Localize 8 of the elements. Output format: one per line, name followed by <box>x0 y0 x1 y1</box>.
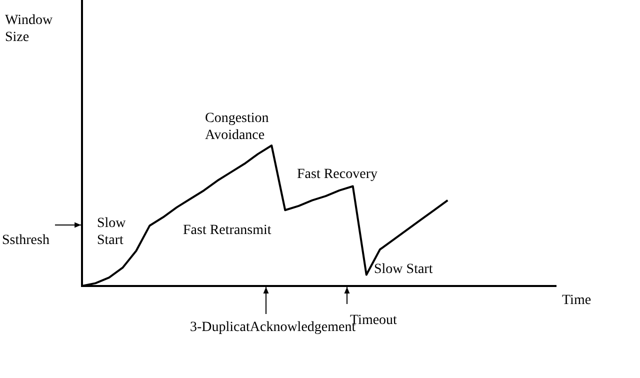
annotation: Slow Start <box>374 261 433 278</box>
text: Window Size <box>5 12 54 46</box>
annotation: Fast Retransmit <box>183 222 272 239</box>
text: Congestion Avoidance <box>205 110 270 144</box>
text: Ssthresh <box>2 232 50 249</box>
annotation: Fast Recovery <box>297 166 378 183</box>
annotation: Slow Start <box>97 215 127 249</box>
x-axis-title: Time <box>562 292 592 309</box>
